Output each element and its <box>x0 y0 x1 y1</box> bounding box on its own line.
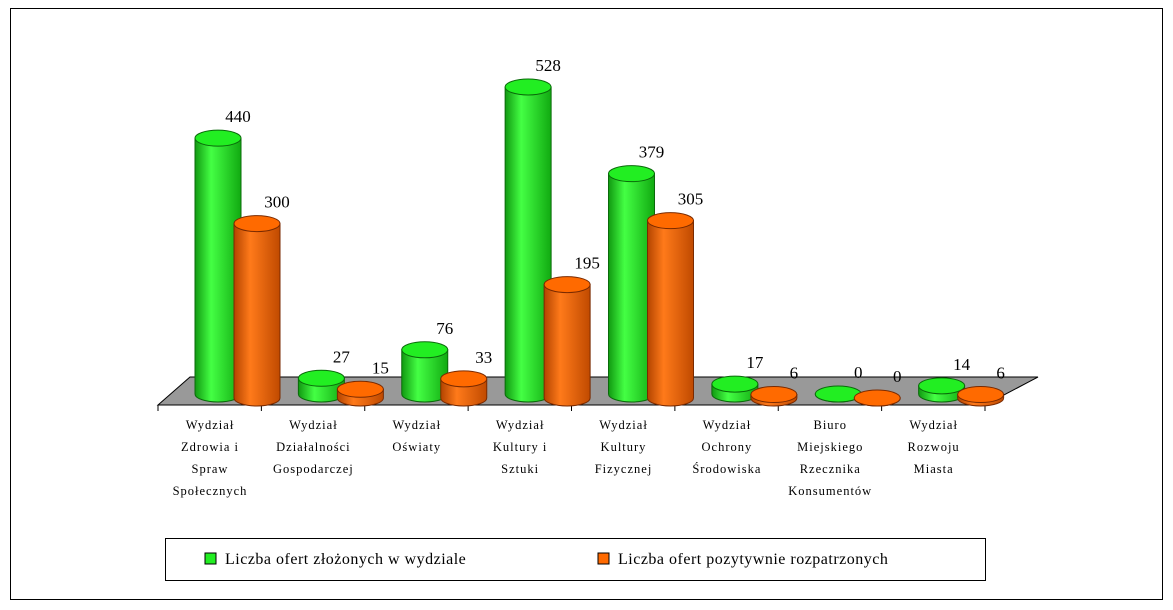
bar-top <box>918 377 966 395</box>
x-tick-label: Wydział Działalności Gospodarczej <box>273 418 354 476</box>
data-label: 0 <box>854 363 863 382</box>
data-label: 528 <box>535 56 561 75</box>
data-label: 379 <box>639 143 665 162</box>
bar <box>401 341 449 403</box>
bar-top <box>608 165 655 183</box>
bar-top <box>233 215 281 233</box>
bar <box>750 386 798 407</box>
bar <box>233 215 281 407</box>
bar-top <box>336 380 384 398</box>
bar-body <box>647 220 694 407</box>
x-tick-label: Wydział Kultury Fizycznej <box>594 418 653 476</box>
legend <box>165 538 986 581</box>
bar-top <box>543 276 591 294</box>
bar-top <box>401 341 449 359</box>
bar <box>336 380 384 407</box>
bar-top <box>711 375 759 393</box>
data-label: 195 <box>574 254 600 273</box>
data-label: 27 <box>333 347 351 366</box>
x-tick-label: Wydział Zdrowia i Spraw Społecznych <box>172 418 248 498</box>
bar <box>957 386 1005 407</box>
legend-swatch <box>597 552 610 565</box>
bar <box>608 165 655 403</box>
bar <box>440 370 488 407</box>
bar-top <box>647 212 694 230</box>
legend-label: Liczba ofert złożonych w wydziale <box>225 551 466 568</box>
frame <box>10 8 1163 600</box>
x-tick-label: Biuro Miejskiego Rzecznika Konsumentów <box>788 418 873 498</box>
data-label: 15 <box>372 358 389 377</box>
bar-top <box>504 78 552 96</box>
bar-top <box>750 386 798 404</box>
floor <box>156 376 1039 406</box>
bar <box>297 369 345 403</box>
legend-label: Liczba ofert pozytywnie rozpatrzonych <box>618 551 888 568</box>
bar <box>918 377 966 403</box>
bar <box>853 389 901 407</box>
bar-top <box>297 369 345 387</box>
data-label: 6 <box>790 364 799 383</box>
x-tick-label: Wydział Ochrony Środowiska <box>692 418 762 476</box>
bar-body <box>543 284 591 407</box>
x-tick-label: Wydział Kultury i Sztuki <box>492 418 548 476</box>
data-label: 17 <box>746 353 764 372</box>
bar-body <box>233 223 281 407</box>
bar-top <box>440 370 488 388</box>
bar <box>711 375 759 403</box>
bar-top <box>853 389 901 407</box>
data-label: 300 <box>264 193 290 212</box>
data-label: 33 <box>475 348 492 367</box>
bar <box>504 78 552 403</box>
bar-top <box>194 129 242 147</box>
bar <box>647 212 694 407</box>
bar <box>543 276 591 407</box>
x-tick-label: Wydział Rozwoju Miasta <box>907 418 960 476</box>
data-label: 14 <box>953 355 971 374</box>
x-tick-label: Wydział Oświaty <box>392 418 442 454</box>
data-label: 6 <box>996 364 1005 383</box>
data-label: 0 <box>893 367 902 386</box>
data-label: 76 <box>436 319 453 338</box>
data-label: 440 <box>225 107 251 126</box>
data-label: 305 <box>678 190 704 209</box>
legend-swatch <box>204 552 217 565</box>
bar-top <box>957 386 1005 404</box>
